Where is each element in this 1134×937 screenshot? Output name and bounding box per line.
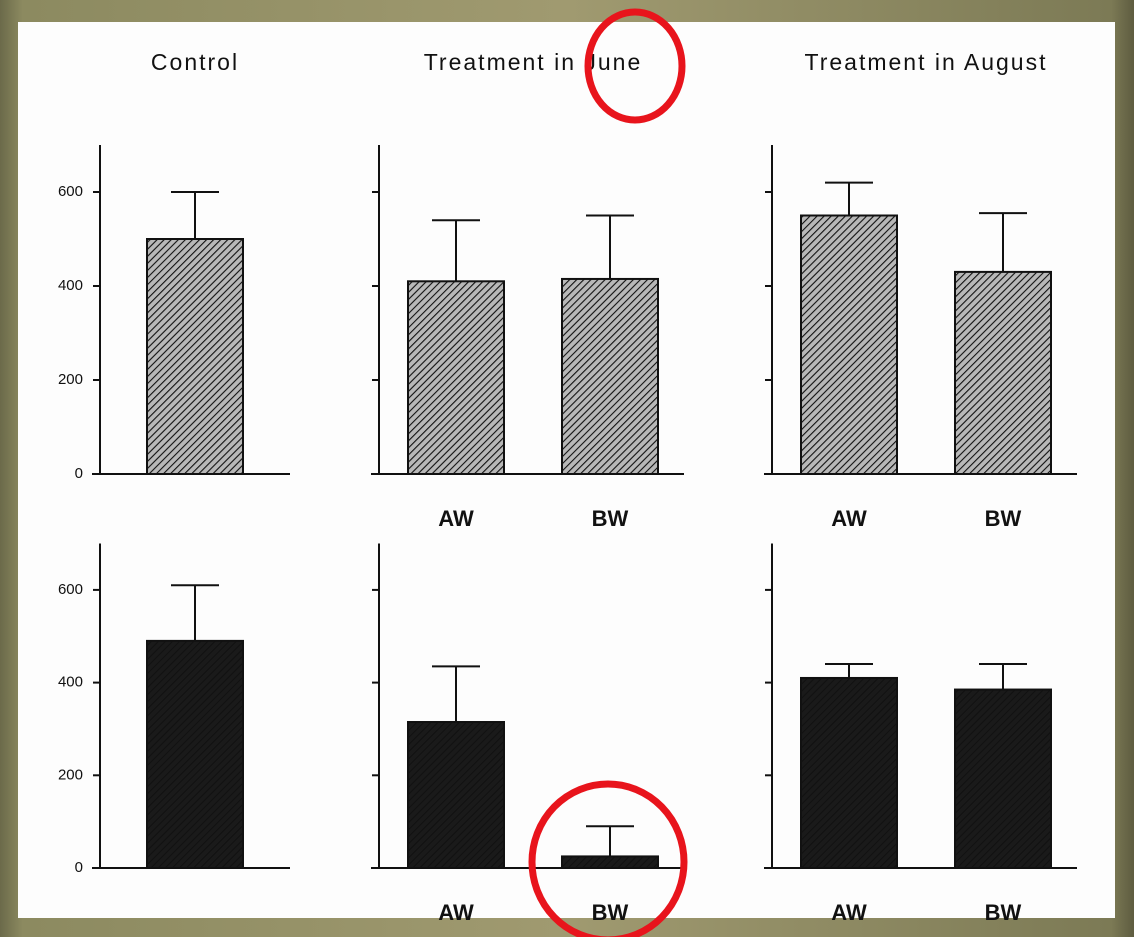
figure: Control 0 200 400 600 Treatment in June AW BW Tr…: [0, 0, 1134, 937]
bar: [955, 272, 1051, 474]
bar: [801, 678, 897, 868]
panel-title: Treatment in June: [424, 49, 643, 75]
page: {"chart_data": [ {"type": "bar", "title"…: [0, 0, 1134, 937]
y-tick-label: 200: [58, 766, 83, 783]
x-tick-label: AW: [438, 900, 474, 925]
bar: [801, 216, 897, 475]
bar: [408, 281, 504, 474]
bar: [147, 641, 243, 868]
y-tick-label: 200: [58, 371, 83, 388]
y-tick-label: 600: [58, 183, 83, 200]
x-tick-label: AW: [438, 506, 474, 531]
y-tick-label: 400: [58, 674, 83, 691]
x-tick-label: BW: [592, 900, 629, 925]
y-tick-label: 400: [58, 277, 83, 294]
x-tick-label: BW: [985, 900, 1022, 925]
panel-title: Treatment in August: [805, 49, 1048, 75]
x-tick-label: AW: [831, 900, 867, 925]
x-tick-label: BW: [592, 506, 629, 531]
x-tick-label: AW: [831, 506, 867, 531]
bar: [955, 690, 1051, 868]
bar: [408, 722, 504, 868]
bar: [562, 856, 658, 868]
y-tick-label: 600: [58, 581, 83, 598]
panel-title: Control: [151, 49, 239, 75]
y-tick-label: 0: [75, 859, 83, 876]
bar: [562, 279, 658, 474]
y-tick-label: 0: [75, 465, 83, 482]
x-tick-label: BW: [985, 506, 1022, 531]
bar: [147, 239, 243, 474]
